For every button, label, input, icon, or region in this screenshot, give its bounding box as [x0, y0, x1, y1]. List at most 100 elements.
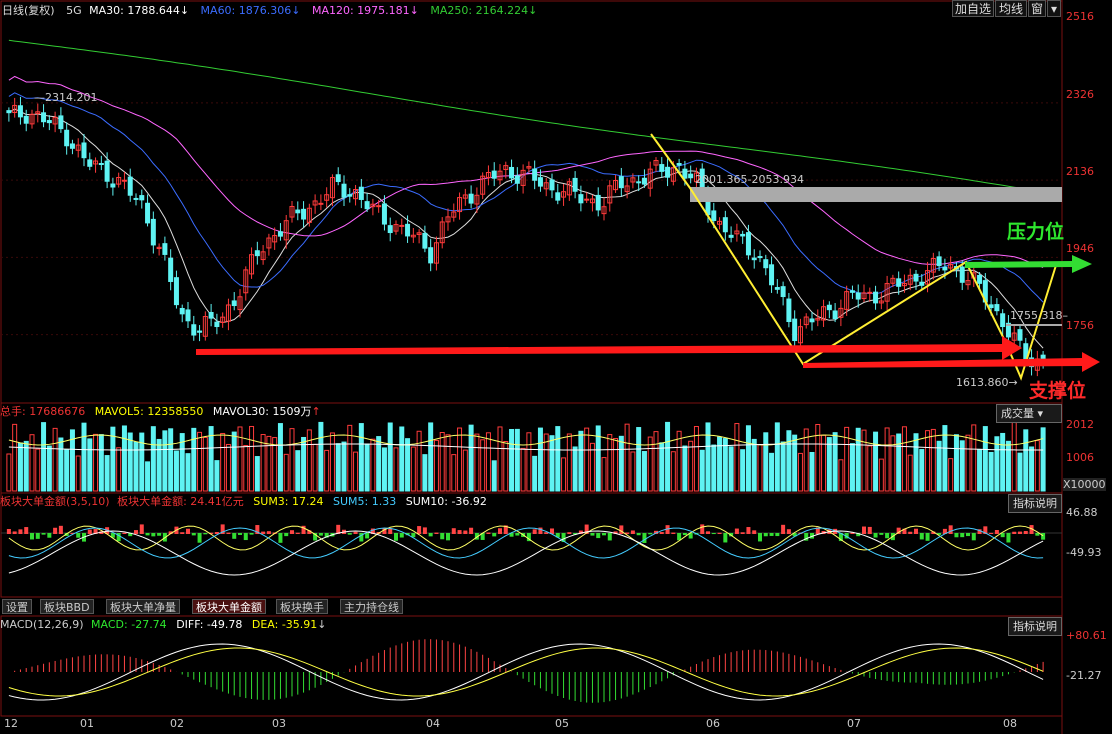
volume-bar: [509, 429, 515, 492]
candle-body: [428, 247, 434, 264]
candle-body: [52, 116, 58, 125]
volume-bar: [595, 425, 601, 492]
candle-body: [156, 246, 162, 250]
volume-bar: [168, 428, 174, 492]
fund-bar: [226, 532, 231, 534]
x-axis-label: 12: [4, 717, 18, 730]
sum10-line: [8, 530, 1044, 576]
fund-bar: [659, 532, 664, 534]
dropdown-icon[interactable]: ▾: [1047, 0, 1061, 17]
fund-bar: [1018, 531, 1022, 534]
fund-bar: [6, 529, 11, 534]
low-price-label: 1613.860→: [956, 376, 1018, 389]
candle-body: [809, 318, 815, 323]
candle-body: [936, 256, 942, 267]
candle-body: [734, 230, 740, 235]
candle-body: [549, 179, 555, 191]
fund-bar: [41, 533, 46, 535]
volume-unit: X10000: [1063, 478, 1106, 491]
volume-bar: [867, 445, 873, 492]
candle-body: [537, 177, 543, 187]
tab-net-volume[interactable]: 板块大单净量: [106, 599, 180, 614]
volume-bar: [81, 422, 87, 492]
candle-body: [237, 296, 243, 311]
candle-body: [636, 181, 642, 184]
volume-bar: [913, 433, 919, 492]
candle-body: [740, 233, 746, 237]
tab-settings[interactable]: 设置: [2, 599, 32, 614]
fund-bar: [498, 528, 502, 534]
volume-bar: [890, 435, 896, 492]
candle-body: [844, 291, 850, 310]
volume-bar: [659, 442, 665, 492]
volume-bar: [618, 435, 624, 492]
fund-tick: -49.93: [1066, 546, 1102, 559]
volume-bar: [532, 455, 538, 492]
candle-body: [185, 309, 191, 322]
tab-main-position[interactable]: 主力持仓线: [340, 599, 403, 614]
fund-amount: 板块大单金额: 24.41亿元: [117, 495, 244, 508]
macd-help-button[interactable]: 指标说明: [1008, 617, 1062, 636]
fund-help-button[interactable]: 指标说明: [1008, 494, 1062, 513]
volume-bar: [624, 423, 630, 492]
fund-bar: [168, 531, 173, 534]
ma-line-button[interactable]: 均线: [995, 0, 1027, 17]
candle-body: [884, 283, 890, 302]
volume-bar: [514, 428, 520, 492]
fund-bar: [914, 528, 918, 534]
volume-bar: [12, 423, 18, 492]
volume-bar: [1017, 452, 1023, 492]
support-label: 支撑位: [1029, 380, 1087, 402]
candle-body: [17, 105, 23, 118]
fund-bar: [53, 527, 58, 534]
resistance-label: 压力位: [1007, 221, 1065, 243]
volume-select[interactable]: 成交量 ▾: [996, 404, 1062, 423]
candle-body: [445, 216, 451, 223]
tab-bbd[interactable]: 板块BBD: [40, 599, 94, 614]
volume-bar: [266, 435, 272, 492]
fund-bar: [942, 528, 947, 534]
volume-bar: [145, 461, 151, 492]
volume-bar: [682, 445, 688, 492]
volume-bar: [878, 458, 884, 492]
candle-body: [832, 310, 838, 320]
fund-bar: [896, 527, 901, 534]
fund-bar: [313, 533, 318, 541]
candle-body: [693, 172, 699, 183]
fund-bar: [1035, 533, 1040, 536]
fund-bar: [451, 528, 456, 534]
candle-body: [711, 210, 717, 221]
volume-bar: [445, 434, 451, 492]
fund-bar: [648, 533, 653, 535]
candle-body: [110, 183, 116, 188]
tab-fund-amount[interactable]: 板块大单金额: [192, 599, 266, 614]
volume-select-value: 成交量: [1001, 407, 1034, 420]
candle-body: [751, 257, 757, 261]
fund-bar: [434, 532, 439, 534]
window-button[interactable]: 窗: [1028, 0, 1046, 17]
candle-body: [942, 266, 948, 271]
fund-bar: [700, 524, 705, 534]
fund-bar: [746, 527, 751, 534]
add-favorite-button[interactable]: 加自选: [952, 0, 994, 17]
candle-body: [578, 194, 584, 204]
fund-bar: [602, 533, 606, 536]
fund-bar: [180, 532, 185, 534]
volume-bar: [977, 449, 983, 492]
candle-body: [191, 324, 197, 336]
volume-bar: [705, 422, 711, 492]
volume-bar: [763, 432, 769, 492]
candle-body: [584, 198, 590, 201]
volume-bar: [561, 457, 567, 492]
tab-turnover[interactable]: 板块换手: [276, 599, 328, 614]
low-price-value: 1613.860: [956, 376, 1009, 389]
volume-bar: [769, 452, 775, 492]
volume-bar: [93, 433, 99, 492]
volume-bar: [410, 446, 416, 492]
candle-body: [399, 224, 405, 227]
candle-body: [803, 316, 809, 326]
volume-bar: [121, 425, 127, 492]
fund-bar: [370, 528, 375, 534]
fund-bar: [1000, 533, 1005, 538]
fund-bar: [64, 533, 69, 536]
